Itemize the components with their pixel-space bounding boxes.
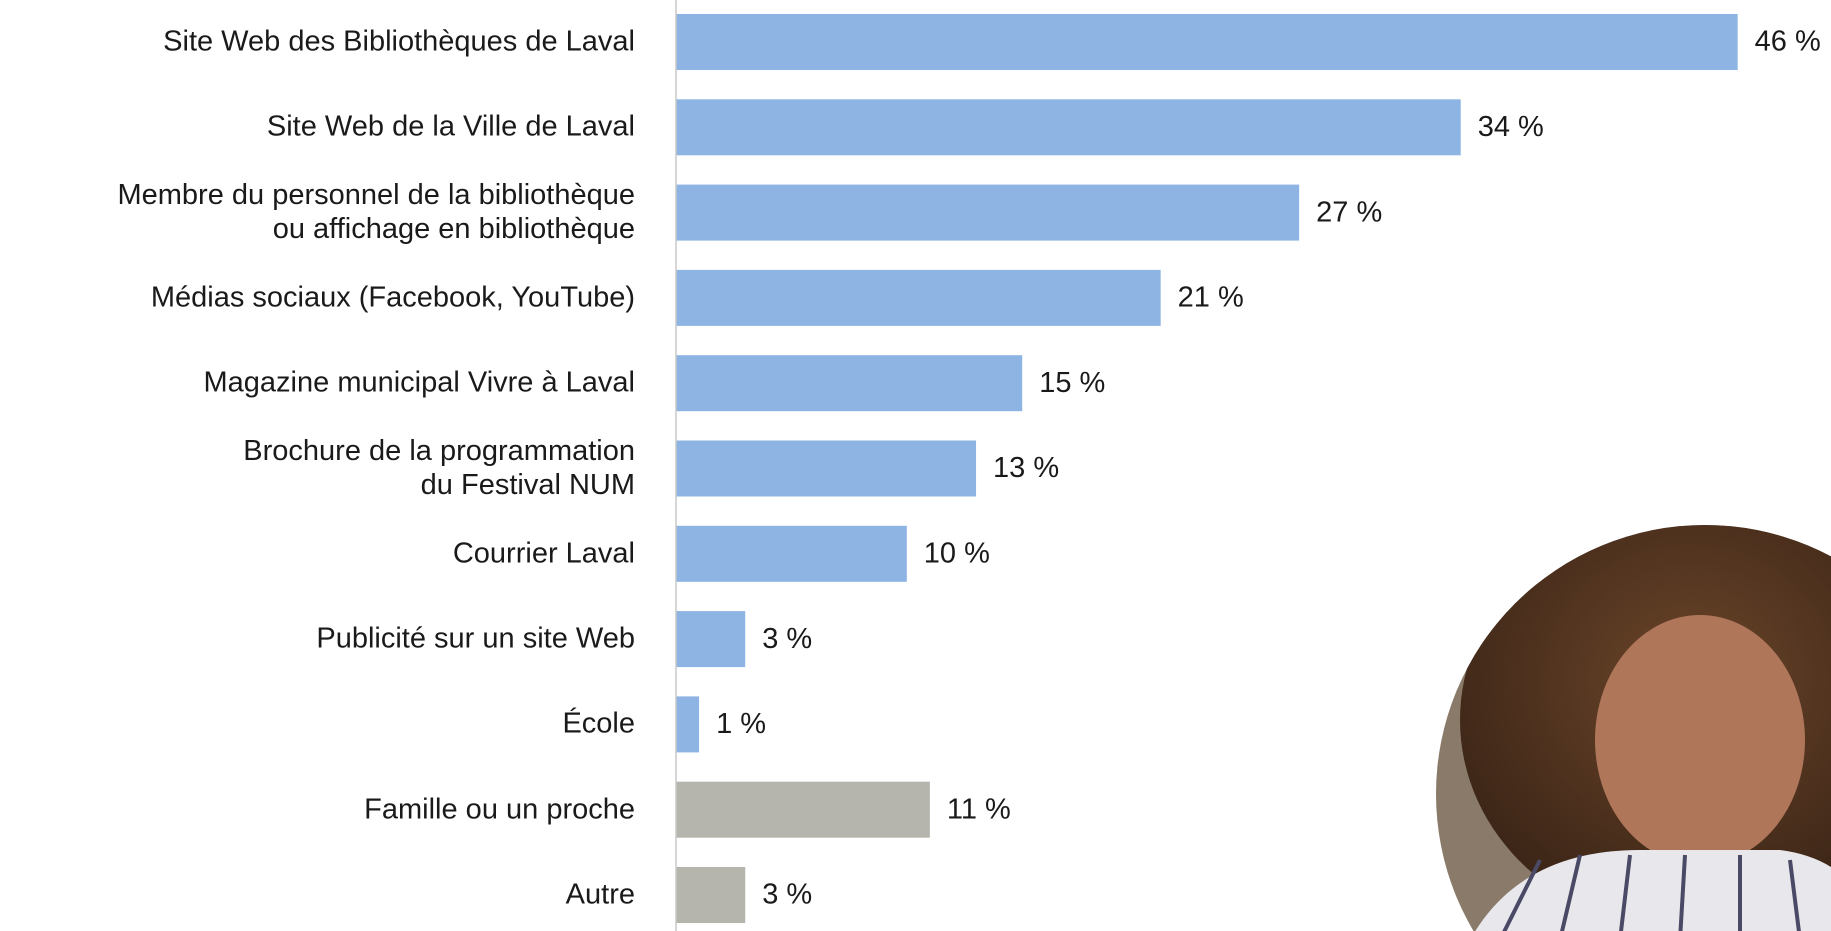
bar xyxy=(676,781,930,838)
category-label: Brochure de la programmation du Festival… xyxy=(243,434,635,502)
bar xyxy=(676,525,907,582)
category-label: Autre xyxy=(565,878,635,911)
bar xyxy=(676,696,700,753)
category-label: Publicité sur un site Web xyxy=(316,622,635,655)
bar xyxy=(676,184,1300,241)
value-label: 34 % xyxy=(1478,111,1544,143)
value-label: 1 % xyxy=(716,708,766,740)
value-label: 13 % xyxy=(993,452,1059,484)
category-label: Courrier Laval xyxy=(452,537,635,570)
value-label: 21 % xyxy=(1178,282,1244,314)
bar xyxy=(676,355,1023,412)
category-label: Magazine municipal Vivre à Laval xyxy=(203,366,635,399)
bar xyxy=(676,867,746,923)
category-label: Famille ou un proche xyxy=(364,793,635,826)
value-label: 3 % xyxy=(762,879,812,911)
bar xyxy=(676,99,1461,156)
category-label: Membre du personnel de la bibliothèque o… xyxy=(117,178,635,246)
value-label: 15 % xyxy=(1039,367,1105,399)
value-label: 11 % xyxy=(947,793,1011,825)
bar xyxy=(676,269,1161,326)
bar xyxy=(676,14,1738,70)
photo xyxy=(1436,525,1831,931)
value-label: 46 % xyxy=(1755,26,1821,58)
bar xyxy=(676,611,746,668)
category-label: Site Web des Bibliothèques de Laval xyxy=(163,25,635,58)
category-label: Site Web de la Ville de Laval xyxy=(266,110,635,143)
value-label: 10 % xyxy=(924,537,990,569)
category-label: École xyxy=(562,707,635,740)
bar xyxy=(676,440,977,497)
category-label: Médias sociaux (Facebook, YouTube) xyxy=(150,281,635,314)
value-label: 27 % xyxy=(1316,196,1382,228)
value-label: 3 % xyxy=(762,623,812,655)
